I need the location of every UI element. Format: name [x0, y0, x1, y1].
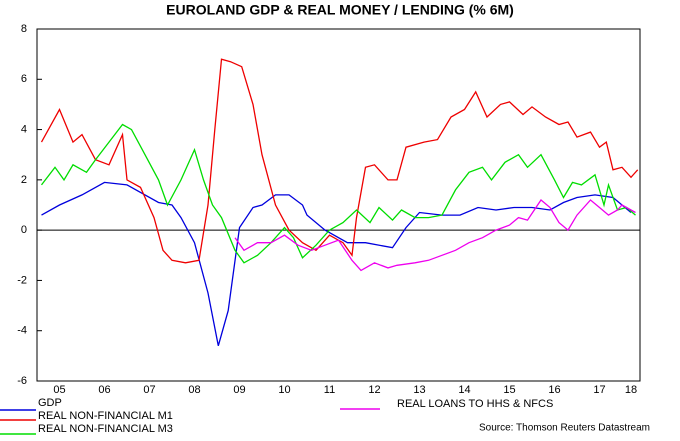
plot-frame	[36, 28, 641, 382]
y-tick-label: 8	[21, 23, 27, 35]
x-tick-label: 18	[625, 384, 637, 396]
x-tick-label: 07	[143, 384, 155, 396]
y-tick-label: -6	[17, 375, 27, 387]
y-tick-label: 0	[21, 224, 27, 236]
y-tick-label: -2	[17, 274, 27, 286]
x-tick-label: 12	[368, 384, 380, 396]
y-tick-label: 4	[21, 123, 27, 135]
series-line	[40, 58, 639, 264]
x-tick-label: 14	[458, 384, 470, 396]
legend-label: GDP	[38, 397, 62, 409]
y-tick-label: 2	[21, 174, 27, 186]
x-tick-label: 11	[324, 384, 335, 396]
series-line	[234, 199, 636, 272]
chart-title: EUROLAND GDP & REAL MONEY / LENDING (% 6…	[166, 2, 514, 18]
x-tick-label: 16	[548, 384, 560, 396]
x-tick-label: 17	[593, 384, 605, 396]
x-tick-label: 09	[233, 384, 245, 396]
x-tick-label: 08	[188, 384, 200, 396]
series-line	[41, 181, 632, 346]
source-note: Source: Thomson Reuters Datastream	[479, 423, 650, 434]
legend-label: REAL NON-FINANCIAL M3	[38, 423, 173, 435]
x-tick-label: 15	[503, 384, 515, 396]
x-tick-label: 13	[413, 384, 425, 396]
series-line	[40, 123, 636, 264]
legend-label: REAL LOANS TO HHS & NFCS	[397, 398, 553, 410]
y-tick-label: 6	[21, 73, 27, 85]
x-tick-label: 06	[98, 384, 110, 396]
y-tick-label: -4	[17, 325, 27, 337]
x-tick-label: 10	[278, 384, 290, 396]
x-tick-label: 05	[53, 384, 65, 396]
legend-label: REAL NON-FINANCIAL M1	[38, 410, 173, 422]
